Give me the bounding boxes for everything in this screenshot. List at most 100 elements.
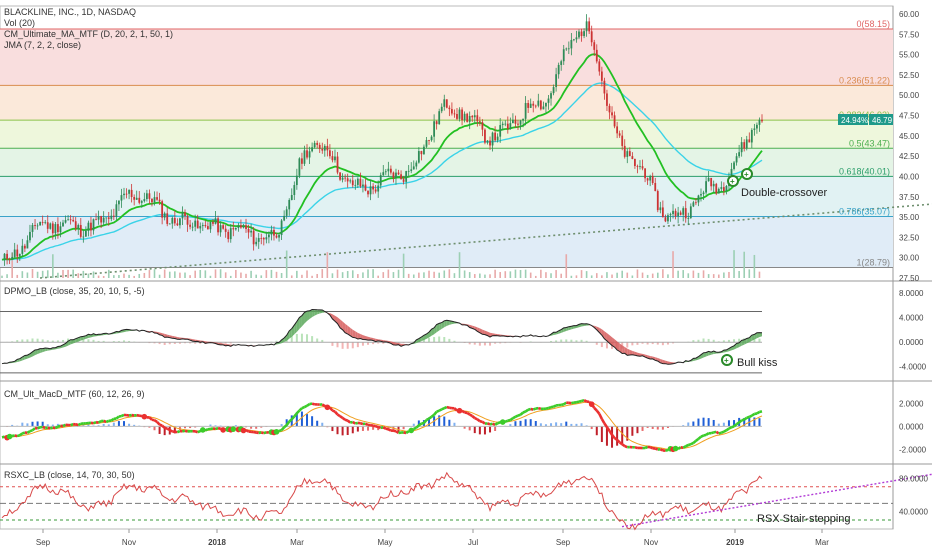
macd-line-segment — [383, 427, 386, 428]
dpmo-hist-bar — [428, 338, 430, 342]
macd-line-segment — [165, 428, 168, 429]
candle-body — [578, 32, 580, 38]
price-tick-label: 27.50 — [899, 274, 920, 283]
macd-line-segment — [381, 427, 384, 428]
rsx-title: RSXC_LB (close, 14, 70, 30, 50) — [4, 470, 135, 480]
candle-body — [156, 197, 158, 200]
candle-body — [6, 254, 8, 259]
candle-body — [604, 81, 606, 94]
volume-bar — [215, 269, 217, 278]
candle-body — [240, 225, 242, 227]
macd-hist-bar — [469, 426, 471, 430]
macd-line-segment — [71, 424, 74, 425]
volume-bar — [133, 276, 135, 278]
fib-band — [0, 217, 893, 268]
candle-body — [629, 151, 631, 156]
candle-body — [479, 121, 481, 122]
macd-line-segment — [757, 412, 760, 414]
candle-body — [393, 173, 395, 178]
macd-line-segment — [129, 415, 132, 416]
macd-line-segment — [439, 409, 442, 410]
candle-body — [431, 137, 433, 141]
candle-body — [761, 120, 763, 122]
candle-body — [88, 223, 90, 231]
candle-body — [95, 219, 97, 220]
macd-hist-bar — [555, 422, 557, 426]
macd-line-segment — [442, 408, 445, 409]
candle-body — [166, 213, 168, 224]
x-tick-label: 2018 — [208, 538, 226, 547]
macd-line-segment — [386, 429, 389, 430]
candle-body — [362, 185, 364, 187]
candle-body — [255, 242, 257, 244]
volume-bar — [754, 255, 756, 278]
candle-body — [253, 231, 255, 244]
candle-body — [24, 246, 26, 249]
candle-body — [4, 254, 6, 260]
macd-line-segment — [599, 414, 602, 419]
volume-bar — [286, 251, 288, 278]
volume-bar — [464, 270, 466, 278]
candle-body — [400, 174, 402, 179]
candle-body — [296, 176, 298, 185]
macd-line-segment — [526, 410, 529, 412]
macd-line-segment — [462, 411, 465, 413]
macd-line-segment — [355, 423, 358, 424]
macd-line-segment — [376, 426, 379, 427]
macd-line-segment — [210, 428, 213, 429]
candle-body — [715, 184, 717, 194]
dpmo-ribbon — [630, 350, 633, 355]
volume-bar — [565, 254, 567, 278]
volume-bar — [443, 270, 445, 278]
volume-bar — [103, 276, 105, 278]
candle-body — [273, 230, 275, 236]
macd-line-segment — [22, 433, 25, 434]
macd-hist-bar — [636, 426, 638, 433]
candle-body — [507, 124, 509, 129]
volume-bar — [687, 273, 689, 278]
candle-body — [619, 133, 621, 135]
candle-body — [413, 166, 415, 169]
candle-body — [484, 130, 486, 143]
candle-body — [344, 178, 346, 179]
candle-body — [365, 185, 367, 191]
volume-bar — [362, 272, 364, 278]
candle-body — [161, 201, 163, 217]
macd-line-segment — [437, 411, 440, 412]
candle-body — [654, 183, 656, 191]
macd-line-segment — [729, 427, 732, 428]
candle-body — [415, 163, 417, 167]
candle-body — [263, 238, 265, 239]
candle-body — [652, 176, 654, 183]
macd-line-segment — [30, 430, 33, 431]
candle-body — [72, 220, 74, 221]
candle-body — [598, 61, 600, 71]
dpmo-ribbon — [353, 330, 356, 338]
macd-line-segment — [691, 443, 694, 444]
macd-hist-bar — [21, 423, 23, 427]
candle-body — [593, 42, 595, 50]
dpmo-ribbon — [307, 311, 310, 321]
macd-hist-bar — [347, 426, 349, 435]
candle-body — [85, 231, 87, 237]
macd-cross-dot — [457, 408, 463, 414]
badge-price: 46.79 — [872, 116, 893, 125]
x-tick-label: Nov — [644, 538, 658, 547]
candle-body — [171, 218, 173, 224]
candle-body — [370, 186, 372, 194]
macd-line-segment — [373, 426, 376, 427]
candle-body — [194, 221, 196, 227]
macd-line-segment — [106, 421, 109, 422]
candle-body — [596, 50, 598, 62]
macd-hist-bar — [708, 418, 710, 426]
volume-bar — [423, 272, 425, 278]
candle-body — [202, 225, 204, 226]
volume-bar — [713, 274, 715, 278]
bull-kiss-marker: + — [722, 355, 732, 365]
volume-bar — [83, 271, 85, 278]
candle-body — [659, 207, 661, 210]
volume-bar — [306, 270, 308, 278]
candle-body — [398, 173, 400, 175]
volume-bar — [230, 276, 232, 278]
